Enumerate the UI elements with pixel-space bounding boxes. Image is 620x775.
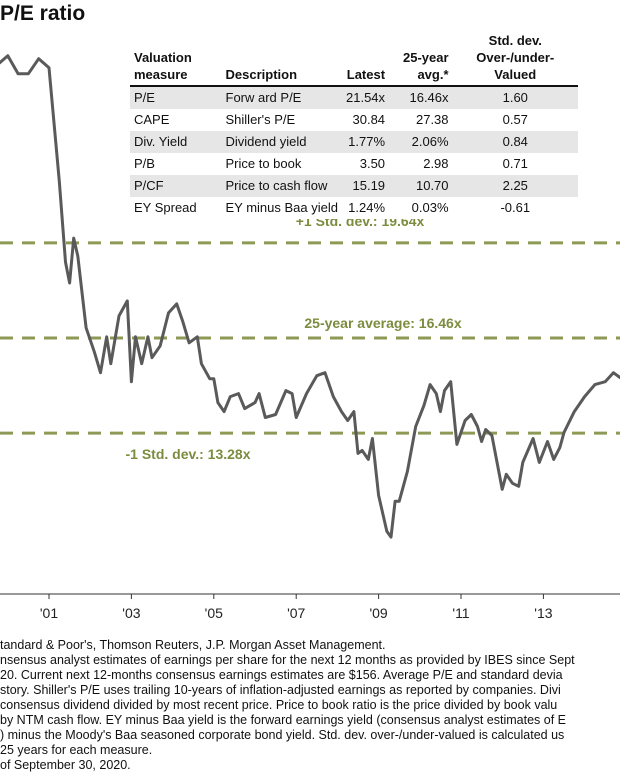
col-header-description: Description	[221, 30, 342, 87]
table-row: P/E Forw ard P/E 21.54x 16.46x 1.60	[130, 86, 578, 109]
col-header-measure: Valuation measure	[130, 30, 222, 87]
table-row: Div. Yield Dividend yield 1.77% 2.06% 0.84	[130, 131, 578, 153]
cell-measure: P/CF	[130, 175, 222, 197]
reference-label: -1 Std. dev.: 13.28x	[125, 446, 250, 462]
footnote-line: 25 years for each measure.	[0, 743, 153, 757]
cell-measure: Div. Yield	[130, 131, 222, 153]
cell-description: Forw ard P/E	[221, 86, 342, 109]
x-tick-label: '09	[369, 605, 387, 621]
cell-measure: EY Spread	[134, 200, 197, 215]
cell-avg: 10.70	[389, 175, 453, 197]
cell-stddev: 1.60	[452, 86, 578, 109]
pe-series-line	[0, 54, 620, 539]
x-tick-label: '11	[452, 605, 469, 621]
x-tick-label: '07	[287, 605, 305, 621]
cell-avg: 2.98	[423, 156, 449, 171]
cell-stddev: 0.57	[502, 112, 528, 127]
x-tick-label: '03	[122, 605, 140, 621]
x-tick-label: '01	[40, 605, 58, 621]
cell-description: Price to book	[225, 156, 302, 171]
cell-stddev: 0.71	[502, 156, 528, 171]
cell-latest: 21.54x	[342, 86, 390, 109]
col-header-latest: Latest	[342, 30, 390, 87]
cell-latest: 1.24%	[348, 200, 386, 215]
table-row: CAPE Shiller's P/E 30.84 27.38 0.57	[130, 109, 578, 131]
x-tick-label: '05	[205, 605, 223, 621]
cell-description: Shiller's P/E	[225, 112, 296, 127]
cell-avg: 27.38	[415, 112, 449, 127]
table-row: EY Spread EY minus Baa yield 1.24% 0.03% -0.…	[130, 197, 578, 219]
cell-measure: P/E	[130, 86, 222, 109]
table-row: P/CF Price to cash flow 15.19 10.70 2.25	[130, 175, 578, 197]
table-header-row: Valuation measure Description Latest 25-…	[130, 30, 578, 87]
footnote-line: consensus dividend divided by most recen…	[0, 698, 558, 712]
cell-description: EY minus Baa yield	[225, 200, 339, 215]
cell-avg: 2.06%	[389, 131, 453, 153]
cell-measure: CAPE	[134, 112, 170, 127]
cell-avg: 0.03%	[411, 200, 449, 215]
valuation-table: Valuation measure Description Latest 25-…	[130, 30, 578, 219]
footnote-line: tandard & Poor's, Thomson Reuters, J.P. …	[0, 638, 386, 652]
col-header-25yr-avg: 25-year avg.*	[389, 30, 453, 87]
cell-stddev: 0.84	[452, 131, 578, 153]
reference-label: 25-year average: 16.46x	[304, 315, 461, 331]
footnote-line: 20. Current next 12-months consensus ear…	[0, 668, 563, 682]
cell-latest: 3.50	[359, 156, 386, 171]
cell-stddev: -0.61	[500, 200, 531, 215]
footnote-line: ) minus the Moody's Baa seasoned corpora…	[0, 728, 565, 742]
chart-title: P/E ratio	[0, 2, 86, 25]
cell-description: Dividend yield	[221, 131, 342, 153]
col-header-std-dev: Std. dev. Over-/under-Valued	[452, 30, 578, 87]
footnote-line: by NTM cash flow. EY minus Baa yield is …	[0, 713, 566, 727]
footnote-line: story. Shiller's P/E uses trailing 10-ye…	[0, 683, 561, 697]
cell-measure: P/B	[134, 156, 155, 171]
footnotes: tandard & Poor's, Thomson Reuters, J.P. …	[0, 638, 620, 773]
x-tick-label: '13	[534, 605, 552, 621]
cell-avg: 16.46x	[389, 86, 453, 109]
footnote-line: of September 30, 2020.	[0, 758, 131, 772]
table-row: P/B Price to book 3.50 2.98 0.71	[130, 153, 578, 175]
footnote-line: nsensus analyst estimates of earnings pe…	[0, 653, 575, 667]
cell-stddev: 2.25	[452, 175, 578, 197]
cell-latest: 1.77%	[342, 131, 390, 153]
cell-description: Price to cash flow	[221, 175, 342, 197]
cell-latest: 15.19	[342, 175, 390, 197]
cell-latest: 30.84	[352, 112, 386, 127]
